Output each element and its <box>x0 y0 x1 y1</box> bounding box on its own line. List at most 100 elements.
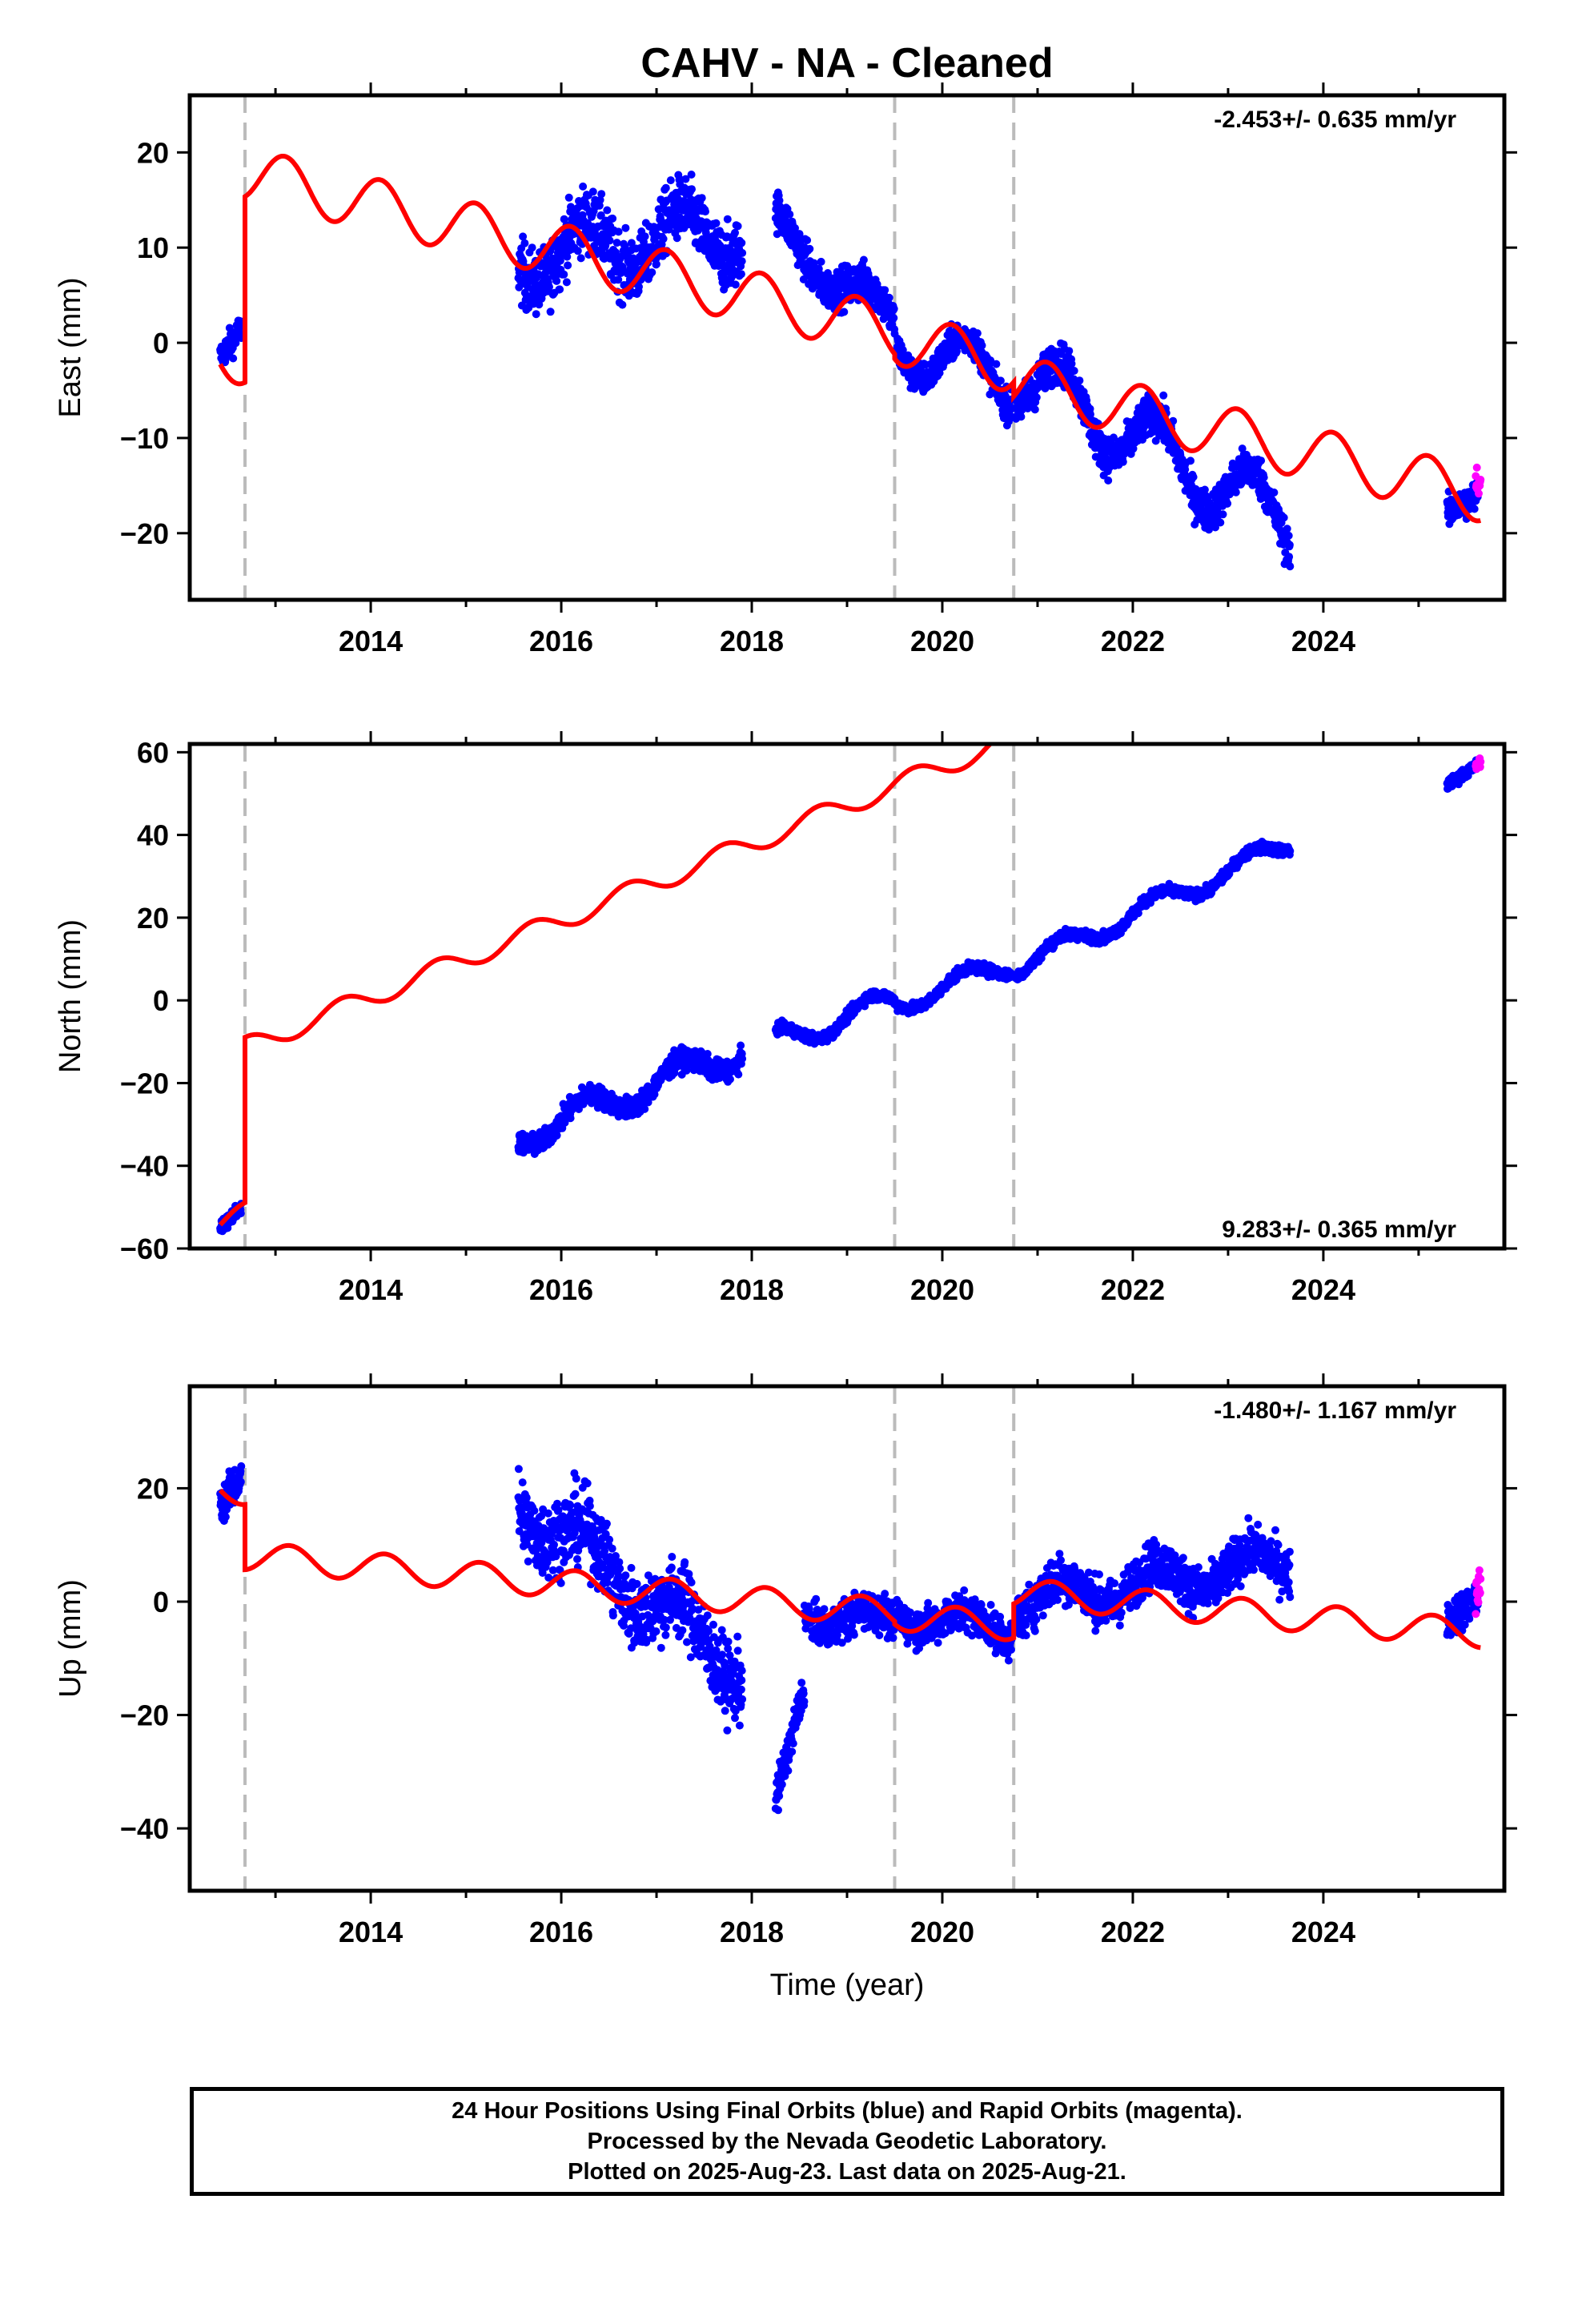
data-point <box>552 1131 561 1140</box>
data-point <box>560 215 568 223</box>
data-point <box>648 268 656 277</box>
rapid-point <box>1475 489 1483 498</box>
data-point <box>621 223 630 232</box>
x-tick-label: 2024 <box>1291 625 1355 657</box>
data-point <box>731 228 739 237</box>
data-point <box>996 376 1005 385</box>
x-tick-label: 2020 <box>910 625 974 657</box>
data-point <box>564 261 572 270</box>
data-point <box>665 225 673 234</box>
plot-area <box>216 95 1485 600</box>
data-point <box>1181 465 1190 474</box>
data-point <box>654 205 663 214</box>
y-axis-label: East (mm) <box>54 277 87 417</box>
data-point <box>640 1104 649 1113</box>
data-point <box>1219 510 1227 519</box>
data-point <box>659 235 668 243</box>
data-point <box>605 236 614 245</box>
data-point <box>545 283 553 292</box>
data-point <box>1470 505 1479 513</box>
x-tick-label: 2014 <box>339 625 403 657</box>
data-point <box>573 247 582 255</box>
data-point <box>229 354 238 363</box>
figure-title: CAHV - NA - Cleaned <box>640 40 1053 86</box>
data-point <box>697 194 706 203</box>
y-tick-label: −10 <box>120 422 169 455</box>
data-point <box>791 223 799 232</box>
data-point <box>1211 523 1219 532</box>
data-point <box>681 175 690 183</box>
data-point <box>618 300 627 309</box>
data-point <box>701 207 709 216</box>
data-point <box>576 254 585 263</box>
data-point <box>635 283 643 291</box>
data-point <box>1134 909 1142 918</box>
data-point <box>597 190 606 199</box>
data-point <box>1284 531 1293 540</box>
data-point <box>1286 562 1295 571</box>
data-point <box>1279 513 1288 522</box>
data-point <box>1118 457 1127 466</box>
data-point <box>1129 444 1138 453</box>
panel-north: 2014 2016 2018 2020 2022 2024−60−40−200204060… <box>54 731 1517 1306</box>
data-point <box>596 195 604 204</box>
data-point <box>734 1070 743 1079</box>
data-point <box>885 293 893 302</box>
data-point <box>652 259 661 268</box>
data-point <box>627 239 636 247</box>
data-point <box>688 185 696 194</box>
data-point <box>881 286 889 295</box>
data-point <box>661 183 670 192</box>
rapid-point <box>1472 463 1481 472</box>
data-point <box>1270 489 1279 497</box>
data-point <box>1159 391 1168 400</box>
data-point <box>775 196 784 205</box>
y-tick-label: 0 <box>153 327 169 360</box>
data-point <box>1257 456 1266 465</box>
rapid-point <box>1476 476 1485 484</box>
data-point <box>608 214 617 223</box>
panel-frame <box>187 93 1507 602</box>
data-point <box>809 259 818 267</box>
data-point <box>737 270 745 279</box>
data-point <box>640 232 649 241</box>
data-point <box>898 346 907 354</box>
data-point <box>519 232 528 241</box>
data-point <box>803 236 812 244</box>
data-point <box>773 230 781 239</box>
data-point <box>814 264 823 273</box>
y-tick-label: 20 <box>137 136 169 169</box>
data-point <box>566 1114 575 1123</box>
data-point <box>978 341 986 350</box>
data-point <box>1259 473 1268 482</box>
data-point <box>737 1041 745 1050</box>
x-tick-label: 2016 <box>529 625 593 657</box>
data-point <box>682 1066 691 1075</box>
data-point <box>687 171 696 179</box>
data-point <box>840 308 849 316</box>
data-point <box>1216 518 1225 527</box>
data-point <box>1075 376 1084 385</box>
plot-area <box>216 744 1485 1248</box>
data-point <box>1070 367 1078 375</box>
rate-label: -2.453+/- 0.635 mm/yr <box>1214 107 1456 133</box>
model-line <box>218 154 1482 524</box>
data-point <box>673 234 681 243</box>
data-point <box>1017 412 1026 421</box>
data-point <box>588 187 597 196</box>
data-point <box>1200 485 1209 494</box>
data-point <box>859 255 868 264</box>
data-point <box>935 368 944 377</box>
data-point <box>723 215 732 223</box>
data-point <box>562 278 571 287</box>
data-point <box>986 356 995 365</box>
data-point <box>712 219 721 227</box>
data-point <box>817 257 825 266</box>
data-point <box>1186 456 1195 465</box>
data-point <box>805 244 814 253</box>
data-point <box>556 285 564 294</box>
data-point <box>703 1050 712 1058</box>
data-point <box>528 243 536 252</box>
data-point <box>666 176 675 185</box>
data-point <box>1285 541 1294 549</box>
